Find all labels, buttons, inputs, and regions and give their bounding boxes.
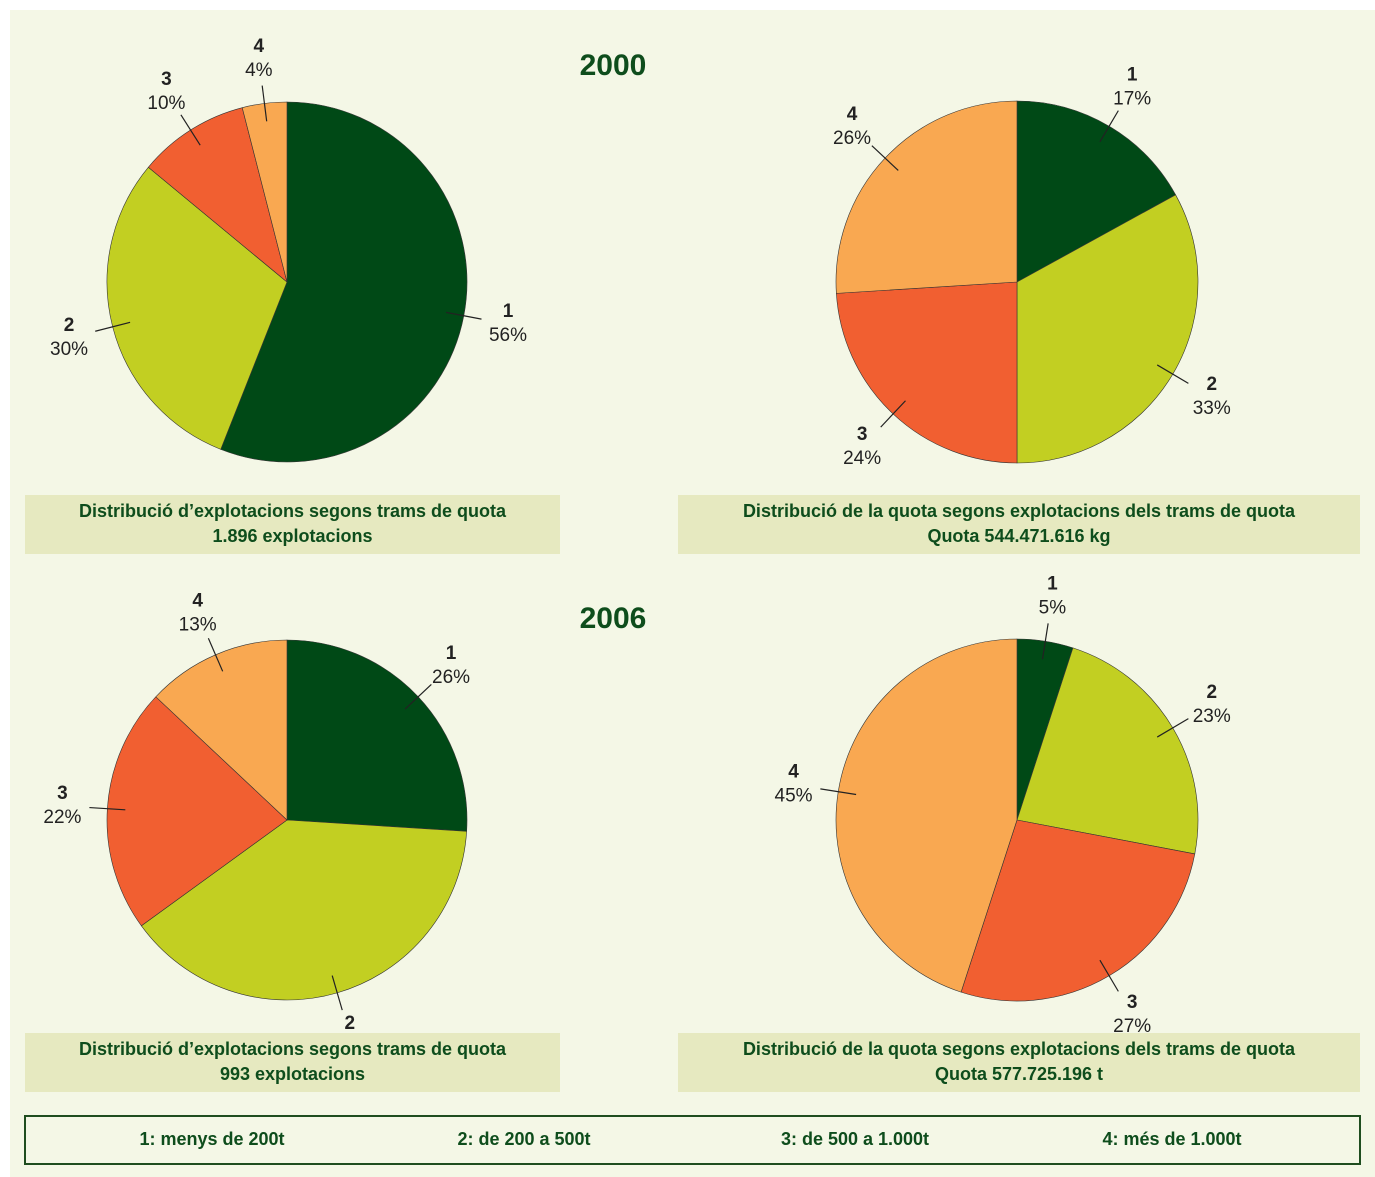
caption-subtitle: 1.896 explotacions — [212, 526, 372, 546]
leader-line — [1099, 959, 1119, 992]
leader-line — [331, 975, 343, 1011]
leader-line — [1156, 718, 1189, 738]
caption-title: Distribució d’explotacions segons trams … — [79, 501, 507, 521]
legend-entry: 3: de 500 a 1.000t — [781, 1129, 929, 1149]
leader-line — [446, 311, 482, 320]
slice-category: 4 — [847, 104, 858, 125]
leader-line — [1156, 364, 1189, 384]
slice-category: 3 — [161, 69, 172, 90]
slice-label: 22% — [43, 807, 81, 828]
slice-label: 5% — [1039, 598, 1067, 619]
slice-label: 17% — [1113, 88, 1151, 109]
leader-line — [89, 806, 126, 811]
caption-subtitle: Quota 577.725.196 t — [935, 1064, 1103, 1084]
slice-label: 27% — [1113, 1016, 1151, 1037]
year-heading: 2000 — [580, 49, 647, 82]
legend-entry: 2: de 200 a 500t — [457, 1129, 590, 1149]
leader-line — [261, 85, 268, 122]
caption-subtitle: Quota 544.471.616 kg — [927, 526, 1110, 546]
leader-line — [871, 145, 899, 171]
slice-category: 3 — [1127, 992, 1138, 1013]
slice-category: 1 — [1047, 574, 1058, 595]
leader-line — [95, 321, 131, 332]
slice-label: 26% — [432, 667, 470, 688]
slice-label: 45% — [775, 786, 813, 807]
slice-category: 1 — [446, 643, 457, 664]
slice-category: 1 — [1127, 64, 1138, 85]
slice-label: 24% — [843, 448, 881, 469]
slice-category: 3 — [57, 783, 68, 804]
slice-category: 2 — [1206, 374, 1217, 395]
leader-line — [1041, 623, 1049, 660]
slice-label: 13% — [179, 615, 217, 636]
slice-category: 2 — [344, 1013, 355, 1034]
slice-category: 4 — [254, 36, 265, 57]
caption-subtitle: 993 explotacions — [220, 1064, 365, 1084]
caption-box — [678, 1033, 1360, 1092]
slice-label: 26% — [833, 128, 871, 149]
caption-title: Distribució de la quota segons explotaci… — [743, 501, 1296, 521]
legend-box — [24, 1115, 1361, 1165]
caption-box — [25, 1033, 560, 1092]
leader-line — [180, 114, 201, 146]
caption-box — [25, 495, 560, 554]
caption-title: Distribució de la quota segons explotaci… — [743, 1039, 1296, 1059]
slice-category: 4 — [192, 591, 203, 612]
caption-box — [678, 495, 1360, 554]
slice-label: 10% — [147, 93, 185, 114]
slice-category: 3 — [857, 424, 868, 445]
leader-line — [404, 684, 432, 710]
slice-label: 33% — [1193, 398, 1231, 419]
leader-line — [820, 788, 857, 796]
slice-category: 2 — [64, 315, 75, 336]
slice-label: 23% — [1193, 706, 1231, 727]
slice-category: 2 — [1206, 682, 1217, 703]
slice-category: 4 — [788, 762, 799, 783]
slice-label: 4% — [245, 60, 273, 81]
legend-entry: 1: menys de 200t — [139, 1129, 284, 1149]
leader-line — [207, 638, 224, 672]
leader-line — [1099, 110, 1119, 143]
slice-label: 56% — [489, 325, 527, 346]
leader-line — [880, 400, 906, 428]
slice-category: 1 — [503, 301, 514, 322]
slice-label: 30% — [50, 339, 88, 360]
caption-title: Distribució d’explotacions segons trams … — [79, 1039, 507, 1059]
year-heading: 2006 — [580, 602, 647, 635]
legend-entry: 4: més de 1.000t — [1102, 1129, 1241, 1149]
